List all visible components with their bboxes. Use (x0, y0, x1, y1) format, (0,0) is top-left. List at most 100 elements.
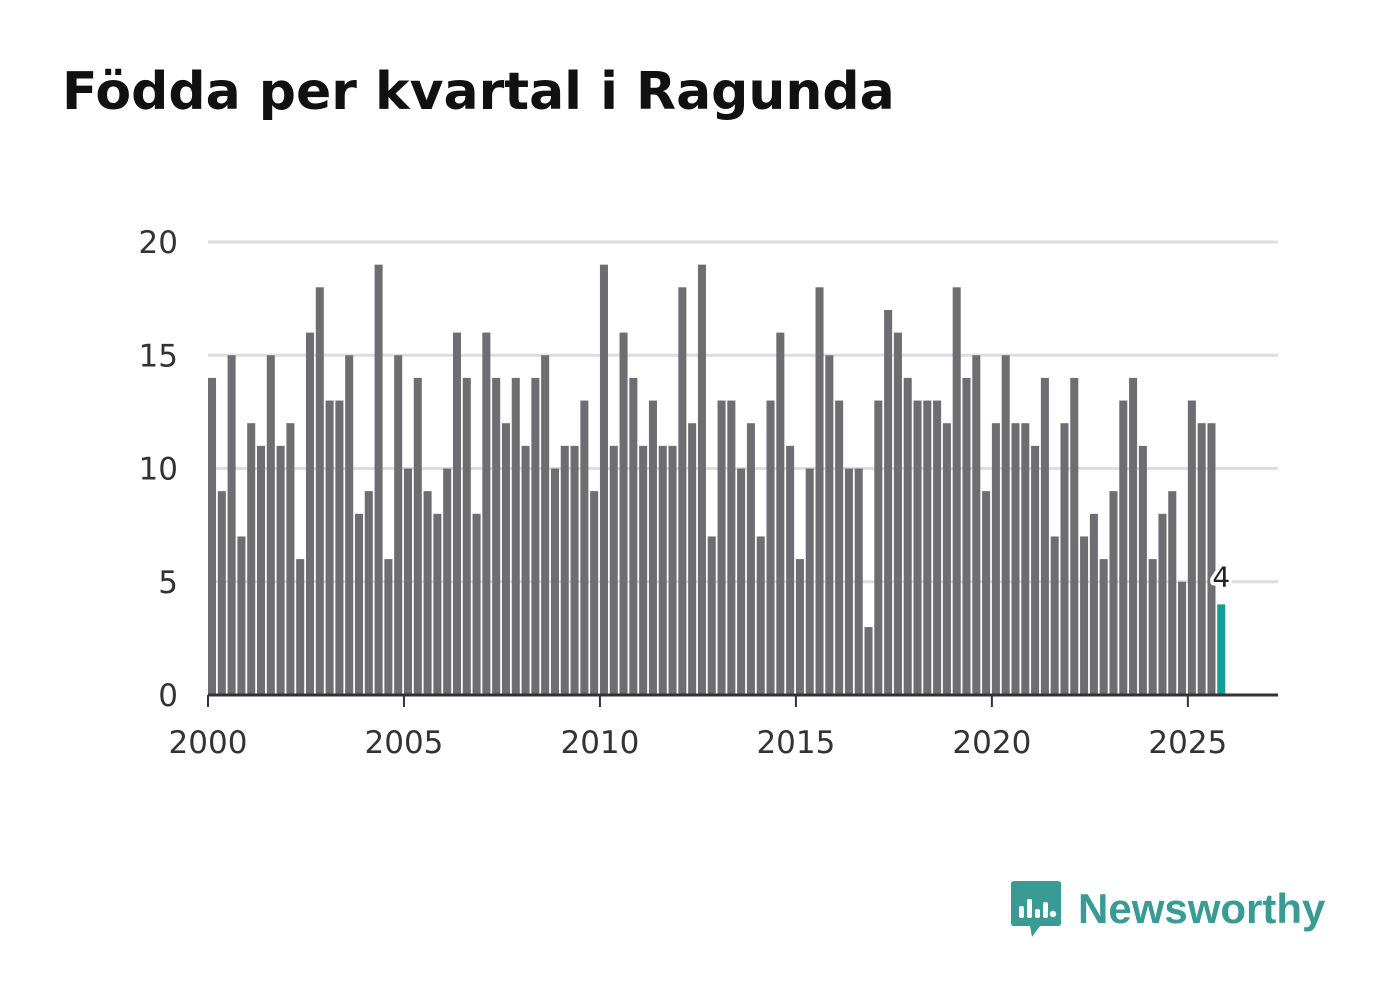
bar (874, 400, 883, 695)
bar (364, 491, 373, 695)
bar (1138, 445, 1147, 695)
x-tick-label: 2025 (1148, 725, 1227, 761)
bar (835, 400, 844, 695)
bar-latest (1217, 604, 1226, 695)
bar (256, 445, 266, 695)
bar (462, 377, 471, 695)
bar (492, 377, 501, 695)
bar (913, 400, 922, 695)
x-tick-label: 2020 (952, 725, 1031, 761)
bar (590, 491, 599, 695)
bar (756, 536, 765, 695)
bar (1021, 423, 1030, 695)
bar (550, 468, 559, 695)
bar (227, 355, 236, 695)
bar (844, 468, 853, 695)
bar (1060, 423, 1069, 695)
bar (570, 445, 579, 695)
bar (296, 559, 305, 695)
x-tick-label: 2000 (169, 725, 248, 761)
y-tick-label: 20 (139, 225, 178, 261)
bar (1148, 559, 1157, 695)
bar (629, 377, 638, 695)
bar (619, 332, 628, 695)
bar (864, 627, 873, 695)
tick-labels: 0 5 10 15 20 4 2000 2005 2010 2015 2020 2025 (139, 225, 1234, 761)
bar (933, 400, 942, 695)
bar (746, 423, 755, 695)
bar (884, 309, 893, 695)
y-tick-label: 15 (139, 338, 178, 374)
axes (207, 693, 1278, 707)
bar (795, 559, 804, 695)
bar (854, 468, 863, 695)
bar (217, 491, 226, 695)
bar (697, 264, 706, 695)
bar (1129, 377, 1138, 695)
bar (776, 332, 785, 695)
bar (580, 400, 589, 695)
bar (335, 400, 344, 695)
bar (1168, 491, 1177, 695)
bar (1031, 445, 1040, 695)
bar (805, 468, 814, 695)
bar (384, 559, 393, 695)
bar (648, 400, 657, 695)
newsworthy-logo: Newsworthy (1010, 878, 1325, 940)
bar (1178, 581, 1187, 695)
y-tick-label: 10 (139, 452, 178, 488)
bar (599, 264, 608, 695)
bar (266, 355, 275, 695)
bars (208, 264, 1226, 695)
bar (668, 445, 677, 695)
chart-title: Födda per kvartal i Ragunda (62, 62, 895, 122)
y-tick-label: 0 (158, 678, 178, 714)
bar (1207, 423, 1216, 695)
bar (1080, 536, 1089, 695)
bar (1197, 423, 1206, 695)
bar (639, 445, 648, 695)
bar (521, 445, 530, 695)
x-tick-label: 2015 (756, 725, 835, 761)
bar (952, 287, 961, 695)
bar (560, 445, 569, 695)
bar (825, 355, 834, 695)
bar (962, 377, 971, 695)
bar (688, 423, 697, 695)
bar (1119, 400, 1128, 695)
bar (237, 536, 246, 695)
bar (1040, 377, 1049, 695)
bar (727, 400, 736, 695)
bar (305, 332, 315, 695)
bar (472, 513, 481, 695)
bar (717, 400, 726, 695)
bar (766, 400, 775, 695)
latest-value-label: 4 (1212, 560, 1230, 593)
bar (923, 400, 932, 695)
bar (1070, 377, 1079, 695)
bar (658, 445, 667, 695)
bar (609, 445, 618, 695)
bar (423, 491, 432, 695)
bar (982, 491, 991, 695)
bar (678, 287, 687, 695)
bar (403, 468, 413, 695)
bar (452, 332, 461, 695)
bar (325, 400, 334, 695)
bar (354, 513, 364, 695)
bar (511, 377, 520, 695)
bar (1099, 559, 1108, 695)
y-tick-label: 5 (158, 565, 178, 601)
bar (482, 332, 491, 695)
bar (374, 264, 383, 695)
bar (1001, 355, 1010, 695)
bar (815, 287, 824, 695)
bar (1158, 513, 1167, 695)
bar (501, 423, 510, 695)
bar (737, 468, 746, 695)
bar (443, 468, 452, 695)
bar (942, 423, 951, 695)
bar (413, 377, 422, 695)
bar (394, 355, 403, 695)
